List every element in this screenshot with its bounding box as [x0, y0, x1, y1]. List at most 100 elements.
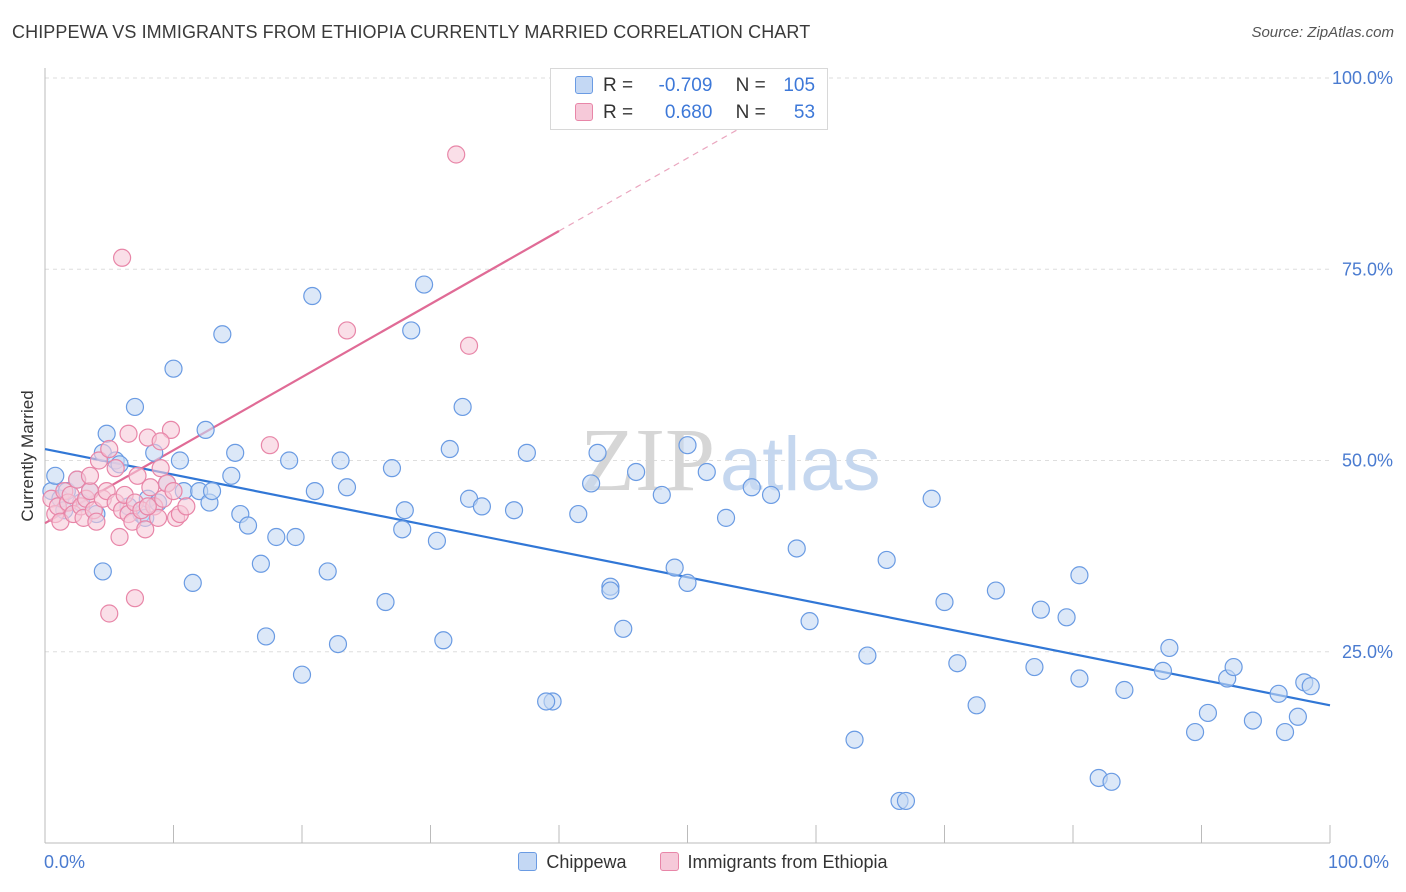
chippewa-point: [97, 424, 116, 443]
chippewa-point: [427, 531, 447, 550]
chippewa-point: [537, 692, 556, 711]
chippewa-point: [517, 443, 536, 462]
chippewa-point: [337, 478, 357, 497]
legend-item-ethiopia[interactable]: Immigrants from Ethiopia: [659, 852, 888, 873]
chippewa-swatch: [575, 76, 593, 94]
chippewa-point: [267, 527, 286, 547]
chippewa-point: [601, 581, 620, 600]
chippewa-point: [588, 443, 607, 462]
chippewa-point: [226, 443, 245, 462]
y-tick-label: 75.0%: [1342, 259, 1393, 279]
chippewa-point: [402, 321, 421, 340]
chippewa-point: [845, 730, 864, 749]
data-points: [42, 145, 1320, 811]
chippewa-point: [967, 696, 986, 715]
chippewa-point: [1288, 707, 1307, 726]
chippewa-point: [742, 478, 761, 497]
ethiopia-point: [110, 527, 129, 547]
series-legend: Chippewa Immigrants from Ethiopia: [0, 852, 1406, 873]
legend-n-label: N =: [735, 75, 766, 96]
chippewa-point: [183, 573, 202, 593]
chippewa-point: [1102, 772, 1121, 791]
chippewa-point: [393, 520, 412, 539]
chippewa-point: [440, 439, 459, 459]
chippewa-point: [922, 489, 941, 508]
chippewa-point: [280, 451, 299, 470]
chippewa-point: [202, 482, 222, 501]
chippewa-point: [305, 482, 324, 501]
watermark-atlas: atlas: [720, 422, 881, 507]
chippewa-point: [1243, 711, 1263, 730]
chippewa-point: [1025, 657, 1044, 677]
legend-label-ethiopia: Immigrants from Ethiopia: [687, 852, 888, 872]
ethiopia-point: [87, 512, 106, 531]
ethiopia-point: [459, 336, 479, 355]
chippewa-point: [652, 485, 671, 505]
legend-r-label: R =: [603, 102, 634, 123]
legend-r-label: R =: [603, 75, 634, 96]
ethiopia-point: [106, 459, 125, 478]
chippewa-point: [213, 325, 232, 344]
y-tick-labels: 25.0% 50.0% 75.0% 100.0%: [1332, 68, 1393, 662]
ethiopia-point: [100, 604, 119, 623]
legend-n-value: 53: [793, 102, 816, 123]
chippewa-point: [93, 562, 112, 581]
chippewa-point: [453, 397, 472, 417]
chippewa-point: [569, 504, 588, 524]
chart-title: CHIPPEWA VS IMMIGRANTS FROM ETHIOPIA CUR…: [12, 22, 811, 42]
source-label: Source: ZipAtlas.com: [1251, 24, 1394, 41]
chippewa-point: [318, 562, 337, 581]
chippewa-point: [504, 501, 524, 520]
ethiopia-point: [151, 432, 170, 451]
chippewa-point: [1198, 703, 1218, 723]
ethiopia-point: [80, 466, 100, 485]
chippewa-point: [1070, 566, 1089, 585]
grid-lines: [45, 77, 1330, 653]
chippewa-point: [716, 508, 736, 527]
chippewa-swatch: [518, 852, 538, 871]
chippewa-point: [328, 634, 348, 654]
chippewa-point: [303, 286, 322, 306]
chippewa-point: [935, 592, 954, 612]
legend-r-value: -0.709: [658, 75, 713, 96]
ethiopia-point: [164, 482, 183, 501]
ethiopia-trendline: [44, 230, 560, 525]
ethiopia-swatch: [575, 103, 593, 121]
chippewa-point: [1031, 600, 1050, 619]
chippewa-point: [222, 466, 241, 485]
chippewa-point: [986, 581, 1006, 600]
legend-label-chippewa: Chippewa: [546, 852, 627, 872]
chippewa-point: [434, 631, 453, 650]
chippewa-point: [170, 451, 190, 470]
chippewa-point: [678, 573, 697, 593]
chippewa-point: [331, 451, 350, 470]
legend-r-value: 0.680: [664, 102, 713, 123]
ethiopia-point: [119, 424, 138, 443]
x-tick-min: 0.0%: [44, 852, 86, 872]
ethiopia-point: [136, 520, 155, 539]
chippewa-point: [238, 516, 258, 535]
ethiopia-point: [112, 248, 132, 267]
legend-item-chippewa[interactable]: Chippewa: [518, 852, 626, 873]
chippewa-point: [626, 462, 646, 482]
chippewa-point: [761, 485, 781, 505]
legend-n-value: 105: [783, 75, 816, 96]
ethiopia-point: [151, 459, 170, 478]
ethiopia-point: [260, 436, 279, 455]
chippewa-point: [665, 558, 684, 577]
legend-row-ethiopia: R = 0.680 N = 53: [575, 102, 815, 124]
chippewa-point: [678, 436, 697, 455]
chippewa-point: [376, 592, 395, 612]
watermark-zip: ZIP: [580, 411, 715, 510]
chippewa-point: [697, 462, 716, 482]
chippewa-point: [582, 474, 601, 493]
chippewa-point: [800, 612, 819, 631]
ethiopia-point: [161, 420, 181, 439]
correlation-legend: R = -0.709 N = 105 R = 0.680 N = 53: [550, 68, 828, 130]
chippewa-point: [1153, 661, 1173, 680]
chippewa-point: [1057, 608, 1076, 627]
ethiopia-point: [100, 439, 119, 459]
chippewa-point: [292, 665, 312, 684]
ethiopia-point: [447, 145, 466, 164]
